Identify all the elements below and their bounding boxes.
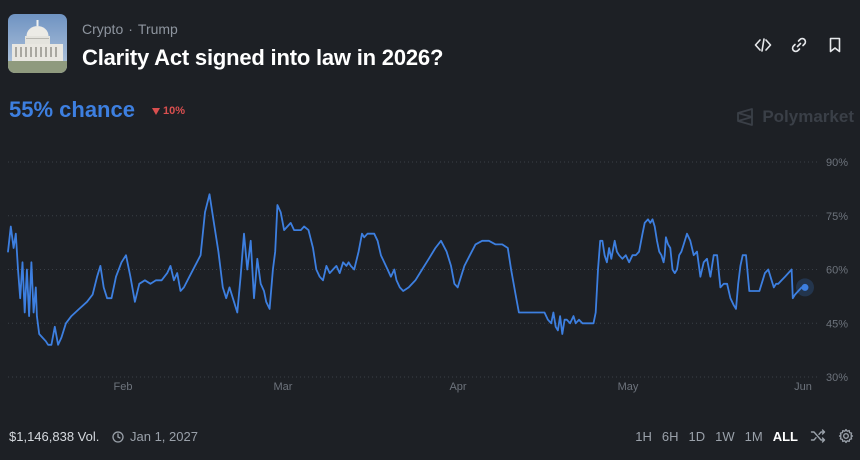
breadcrumb: Crypto · Trump	[82, 21, 178, 37]
x-tick-label: Apr	[449, 381, 466, 393]
embed-button[interactable]	[752, 34, 774, 56]
y-tick-label: 75%	[826, 211, 848, 223]
x-tick-label: Jun	[794, 381, 812, 393]
x-tick-label: Mar	[274, 381, 293, 393]
range-1w[interactable]: 1W	[715, 429, 735, 444]
embed-icon	[754, 38, 772, 52]
polymarket-logo-icon	[737, 108, 754, 126]
watermark-label: Polymarket	[762, 107, 854, 126]
x-axis: Feb Mar Apr May Jun	[114, 381, 812, 393]
range-1h[interactable]: 1H	[635, 429, 652, 444]
delta-value: 10%	[163, 105, 186, 117]
settings-icon[interactable]	[838, 428, 854, 444]
x-tick-label: Feb	[114, 381, 133, 393]
y-tick-label: 90%	[826, 157, 848, 169]
y-axis: 90% 75% 60% 45% 30%	[826, 157, 848, 384]
clock-icon	[112, 430, 124, 443]
y-tick-label: 30%	[826, 372, 848, 384]
copy-link-button[interactable]	[788, 34, 810, 56]
chance-delta: 10%	[152, 105, 185, 117]
price-chart[interactable]: 90% 75% 60% 45% 30% Feb Mar Apr May Jun	[0, 0, 860, 400]
x-tick-label: May	[618, 381, 639, 393]
bookmark-icon	[829, 37, 841, 53]
end-date: Jan 1, 2027	[112, 429, 198, 444]
volume-label: $1,146,838 Vol.	[9, 429, 100, 444]
shuffle-icon[interactable]	[810, 428, 826, 444]
page-title: Clarity Act signed into law in 2026?	[82, 45, 444, 70]
triangle-down-icon	[152, 107, 160, 115]
link-icon	[791, 37, 807, 53]
y-tick-label: 45%	[826, 318, 848, 330]
range-selector: 1H 6H 1D 1W 1M ALL	[635, 429, 798, 444]
y-tick-label: 60%	[826, 265, 848, 277]
breadcrumb-item-trump[interactable]: Trump	[137, 21, 178, 37]
end-date-label: Jan 1, 2027	[130, 429, 198, 444]
breadcrumb-separator: ·	[128, 21, 133, 37]
breadcrumb-item-crypto[interactable]: Crypto	[82, 21, 124, 37]
current-point[interactable]	[801, 283, 809, 291]
bookmark-button[interactable]	[824, 34, 846, 56]
range-1d[interactable]: 1D	[688, 429, 706, 444]
polymarket-watermark: Polymarket	[735, 107, 854, 127]
header-actions	[752, 34, 846, 56]
range-6h[interactable]: 6H	[661, 429, 679, 444]
chart-grid	[8, 161, 820, 378]
series-line	[7, 193, 806, 346]
range-1m[interactable]: 1M	[744, 429, 763, 444]
chart-footer: $1,146,838 Vol. Jan 1, 2027 1H 6H 1D 1W …	[0, 424, 860, 448]
market-thumbnail	[8, 14, 67, 73]
chance-value: 55% chance	[9, 97, 135, 122]
capitol-building-icon	[8, 14, 67, 73]
range-all[interactable]: ALL	[772, 429, 798, 444]
